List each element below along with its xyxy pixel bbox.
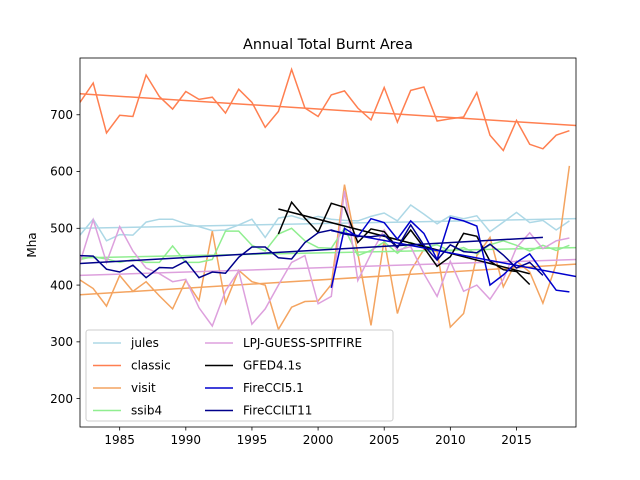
y-axis-label: Mha bbox=[25, 232, 39, 257]
axes: 1985 1990 1995 2000 2005 2010 2015 200 300 400 500… bbox=[50, 57, 577, 447]
trend-line-lpj-guess-spitfire bbox=[80, 258, 576, 277]
trend-line-ssib4 bbox=[80, 246, 576, 259]
x-tick-label: 2010 bbox=[435, 433, 466, 447]
legend-label-classic: classic bbox=[131, 359, 171, 373]
y-tick-label: 300 bbox=[50, 335, 73, 349]
x-tick-label: 2005 bbox=[369, 433, 400, 447]
legend-label-ssib4: ssib4 bbox=[131, 404, 162, 418]
x-tick-label: 2015 bbox=[501, 433, 532, 447]
x-tick-label: 1990 bbox=[171, 433, 202, 447]
x-tick-label: 1995 bbox=[237, 433, 268, 447]
trend-line-fireccilt11 bbox=[80, 236, 543, 265]
legend-label-firecci5-1: FireCCI5.1 bbox=[243, 381, 304, 395]
legend-label-jules: jules bbox=[130, 336, 159, 350]
trend-line-gfed4-1s bbox=[278, 208, 530, 275]
legend-label-fireccilt11: FireCCILT11 bbox=[243, 404, 312, 418]
y-tick-label: 600 bbox=[50, 165, 73, 179]
x-tick-label: 2000 bbox=[303, 433, 334, 447]
series-line-lpj-guess-spitfire bbox=[80, 190, 570, 328]
y-tick-label: 700 bbox=[50, 108, 73, 122]
chart-title: Annual Total Burnt Area bbox=[243, 37, 413, 53]
legend-label-lpj-guess-spitfire: LPJ-GUESS-SPITFIRE bbox=[243, 336, 362, 350]
trend-line-classic bbox=[80, 93, 576, 127]
legend-label-visit: visit bbox=[131, 381, 156, 395]
trend-line-visit bbox=[80, 263, 576, 296]
y-tick-label: 200 bbox=[50, 392, 73, 406]
series-line-fireccilt11 bbox=[80, 223, 544, 279]
legend-label-gfed4-1s: GFED4.1s bbox=[243, 359, 301, 373]
y-tick-label: 500 bbox=[50, 222, 73, 236]
trend-line-firecci5-1 bbox=[331, 229, 576, 278]
series-line-firecci5-1 bbox=[330, 216, 570, 293]
axes-frame bbox=[79, 57, 577, 428]
y-tick-label: 400 bbox=[50, 278, 73, 292]
x-tick-label: 1985 bbox=[104, 433, 135, 447]
plot-area bbox=[80, 67, 576, 332]
legend-box bbox=[85, 329, 394, 422]
trend-line-jules bbox=[80, 217, 576, 230]
legend: jules classic visit ssib4 LPJ-GUESS-SPITFIRE… bbox=[85, 329, 394, 422]
series-line-gfed4-1s bbox=[277, 200, 531, 286]
